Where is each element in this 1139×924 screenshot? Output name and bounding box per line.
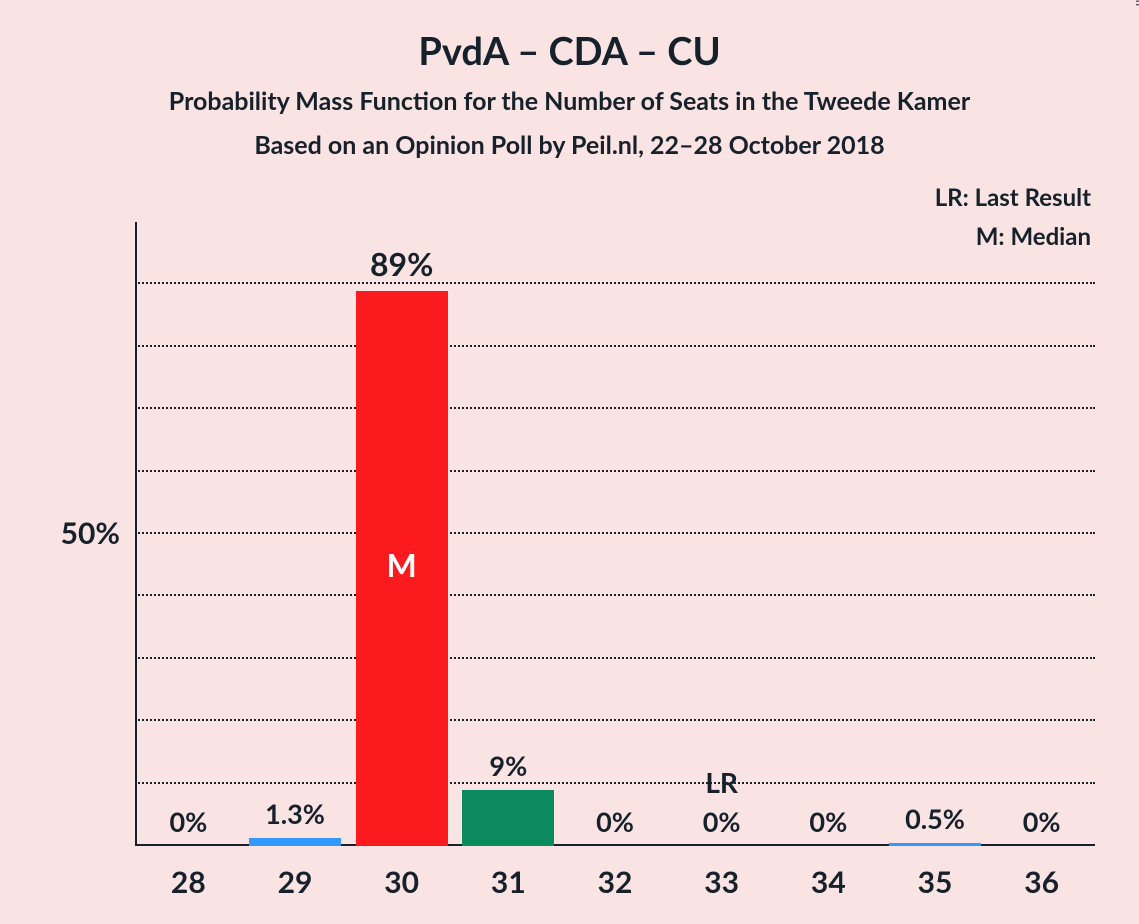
bar-value-label: 0% — [768, 805, 888, 838]
bar-value-label: 9% — [448, 749, 568, 782]
x-tick-label: 33 — [672, 864, 772, 900]
bar — [462, 790, 554, 846]
chart-subtitle-1: Probability Mass Function for the Number… — [0, 86, 1139, 116]
gridline — [135, 470, 1095, 472]
bar — [889, 843, 981, 846]
bar — [249, 838, 341, 846]
gridline — [135, 657, 1095, 659]
x-tick-label: 32 — [565, 864, 665, 900]
gridline — [135, 407, 1095, 409]
bar-value-label: 0.5% — [875, 802, 995, 835]
y-axis-line — [135, 222, 137, 846]
x-tick-label: 34 — [778, 864, 878, 900]
bar-value-label: 0% — [555, 805, 675, 838]
gridline — [135, 719, 1095, 721]
chart-title: PvdA – CDA – CU — [0, 28, 1139, 74]
plot-area: 0%1.3%89%M9%0%0%LR0%0.5%0% — [135, 222, 1095, 846]
legend-lr: LR: Last Result — [935, 183, 1091, 212]
bar-value-label: 0% — [982, 805, 1102, 838]
median-marker-label: M — [356, 545, 448, 584]
x-tick-label: 36 — [992, 864, 1092, 900]
copyright-text: © 2020 Filip van Laenen — [1133, 0, 1139, 6]
x-tick-label: 31 — [458, 864, 558, 900]
bar-value-label: 0% — [128, 805, 248, 838]
lr-marker-label: LR — [662, 765, 782, 799]
x-tick-label: 30 — [352, 864, 452, 900]
bar-value-label: 1.3% — [235, 797, 355, 830]
gridline — [135, 594, 1095, 596]
chart-subtitle-2: Based on an Opinion Poll by Peil.nl, 22–… — [0, 130, 1139, 160]
x-tick-label: 29 — [245, 864, 345, 900]
gridline — [135, 532, 1095, 534]
y-axis-label: 50% — [25, 515, 120, 551]
gridline — [135, 345, 1095, 347]
x-tick-label: 35 — [885, 864, 985, 900]
gridline — [135, 782, 1095, 784]
bar-value-label: 0% — [662, 805, 782, 838]
gridline — [135, 282, 1095, 284]
x-tick-label: 28 — [138, 864, 238, 900]
bar-value-label: 89% — [342, 244, 462, 283]
